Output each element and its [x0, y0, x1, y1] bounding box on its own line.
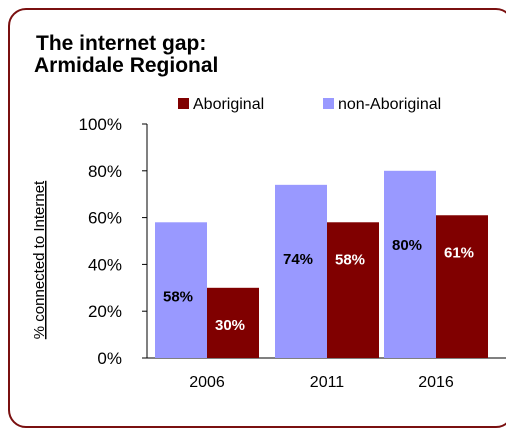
x-tick-label: 2006: [189, 374, 225, 391]
bar-aboriginal-2006: [207, 287, 259, 358]
data-label: 58%: [335, 251, 365, 268]
y-axis: 0% 20% 40% 60% 80% 100%: [79, 115, 148, 368]
bar-non-aboriginal-2016: [384, 170, 436, 358]
x-axis: 2006 2011 2016: [147, 357, 506, 391]
bar-non-aboriginal-2006: [155, 222, 207, 358]
data-labels: 58% 30% 74% 58% 80% 61%: [163, 237, 474, 334]
y-axis-label: % connected to Internet: [31, 180, 48, 339]
bar-chart: Aboriginal non-Aboriginal 0% 20% 40% 60% 80% 1…: [31, 96, 506, 391]
legend-swatch-non-aboriginal: [323, 98, 334, 109]
legend: Aboriginal non-Aboriginal: [178, 96, 441, 113]
bar-aboriginal-2011: [327, 222, 379, 358]
bar-aboriginal-2016: [436, 215, 488, 358]
data-label: 80%: [392, 237, 422, 254]
legend-swatch-aboriginal: [178, 98, 189, 109]
y-tick-label: 60%: [88, 209, 122, 228]
data-label: 58%: [163, 288, 193, 305]
y-tick-label: 80%: [88, 162, 122, 181]
y-tick-label: 40%: [88, 255, 122, 274]
x-tick-label: 2011: [310, 374, 345, 391]
legend-label-aboriginal: Aboriginal: [193, 96, 264, 113]
legend-label-non-aboriginal: non-Aboriginal: [338, 96, 441, 113]
chart-title-line1: The internet gap:: [36, 32, 207, 55]
x-tick-label: 2016: [418, 374, 454, 391]
data-label: 61%: [444, 244, 474, 261]
data-label: 74%: [283, 251, 313, 268]
y-tick-label: 0%: [97, 349, 122, 368]
y-tick-label: 20%: [88, 302, 122, 321]
bars: [155, 170, 488, 358]
chart-title: The internet gap: Armidale Regional: [34, 32, 219, 77]
bar-non-aboriginal-2011: [275, 184, 327, 358]
y-tick-label: 100%: [79, 115, 122, 134]
chart-title-line2: Armidale Regional: [34, 54, 219, 77]
data-label: 30%: [215, 317, 245, 334]
